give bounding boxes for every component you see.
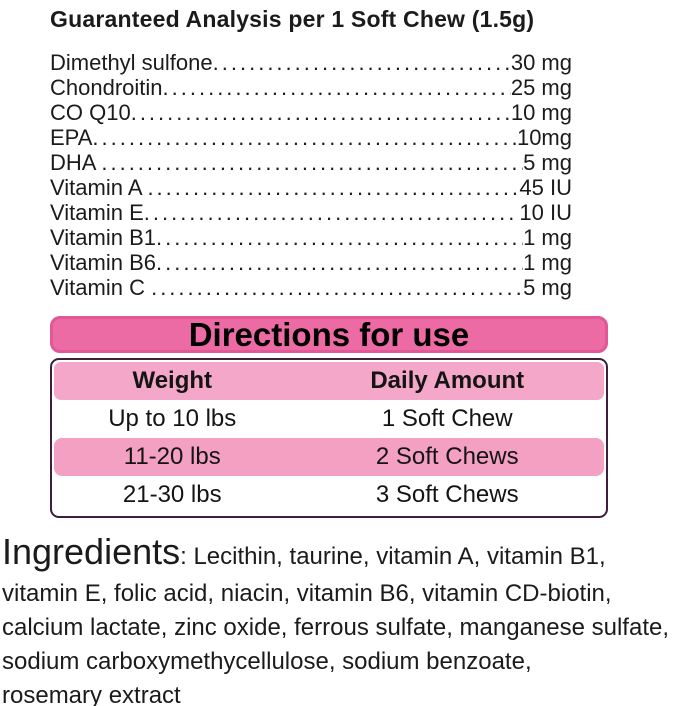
ingredients-heading: Ingredients	[2, 531, 181, 572]
daily-amount-cell: 1 Soft Chew	[381, 405, 513, 432]
nutrient-amount: 1 mg	[523, 250, 572, 275]
ingredients-line: Ingredients: Lecithin, taurine, vitamin …	[2, 532, 679, 577]
weight-column-header: Weight	[132, 367, 213, 394]
nutrient-name: Vitamin B6	[50, 250, 156, 275]
nutrient-row: CO Q10 10 mg	[50, 100, 572, 125]
dosing-table-header-row: Weight Daily Amount	[54, 362, 604, 400]
nutrient-name: Dimethyl sulfone	[50, 50, 213, 75]
ingredients-section: Ingredients: Lecithin, taurine, vitamin …	[2, 532, 679, 706]
dot-leader	[156, 250, 523, 275]
nutrient-row: Vitamin B6 1 mg	[50, 250, 572, 275]
nutrient-name: Chondroitin	[50, 75, 163, 100]
nutrient-amount: 45 IU	[519, 175, 572, 200]
dot-leader	[163, 75, 511, 100]
dot-leader	[213, 50, 511, 75]
nutrient-row: Dimethyl sulfone 30 mg	[50, 50, 572, 75]
nutrient-name: Vitamin C	[50, 275, 152, 300]
weight-cell: Up to 10 lbs	[108, 405, 237, 432]
guaranteed-analysis-section: Guaranteed Analysis per 1 Soft Chew (1.5…	[50, 6, 572, 300]
dot-leader	[156, 225, 523, 250]
ingredients-line: calcium lactate, zinc oxide, ferrous sul…	[2, 614, 670, 641]
nutrient-list: Dimethyl sulfone 30 mg Chondroitin 25 mg…	[50, 50, 572, 300]
daily-amount-column-header: Daily Amount	[370, 367, 525, 394]
nutrient-name: EPA	[50, 125, 93, 150]
nutrient-amount: 10 IU	[519, 200, 572, 225]
nutrient-amount: 25 mg	[510, 75, 572, 100]
nutrient-row: Vitamin A 45 IU	[50, 175, 572, 200]
dot-leader	[144, 200, 520, 225]
ingredients-text: : Lecithin, taurine, vitamin A, vitamin …	[180, 543, 606, 570]
nutrient-amount: 5 mg	[523, 150, 572, 175]
nutrient-row: Chondroitin 25 mg	[50, 75, 572, 100]
dot-leader	[147, 175, 519, 200]
table-row: Up to 10 lbs 1 Soft Chew	[54, 400, 604, 438]
nutrient-row: Vitamin E 10 IU	[50, 200, 572, 225]
dosing-table: Weight Daily Amount Up to 10 lbs 1 Soft …	[50, 358, 608, 518]
nutrient-row: Vitamin C 5 mg	[50, 275, 572, 300]
nutrient-amount: 10 mg	[510, 100, 572, 125]
weight-cell: 21-30 lbs	[122, 481, 222, 508]
ingredients-line: vitamin E, folic acid, niacin, vitamin B…	[2, 580, 612, 607]
ingredients-line: rosemary extract	[2, 682, 181, 706]
nutrient-name: CO Q10	[50, 100, 131, 125]
nutrient-amount: 10mg	[516, 125, 572, 150]
ingredients-line: sodium carboxymethycellulose, sodium ben…	[2, 648, 532, 675]
dot-leader	[101, 150, 523, 175]
daily-amount-cell: 3 Soft Chews	[375, 481, 519, 508]
nutrient-name: Vitamin E	[50, 200, 144, 225]
nutrient-amount: 5 mg	[523, 275, 572, 300]
table-row: 21-30 lbs 3 Soft Chews	[54, 476, 604, 514]
weight-cell: 11-20 lbs	[123, 443, 221, 470]
dot-leader	[92, 125, 517, 150]
guaranteed-analysis-title: Guaranteed Analysis per 1 Soft Chew (1.5…	[50, 6, 535, 32]
nutrient-row: EPA 10mg	[50, 125, 572, 150]
nutrient-amount: 1 mg	[523, 225, 572, 250]
daily-amount-cell: 2 Soft Chews	[375, 443, 519, 470]
nutrient-name: DHA	[50, 150, 102, 175]
nutrient-name: Vitamin B1	[50, 225, 156, 250]
table-row: 11-20 lbs 2 Soft Chews	[54, 438, 604, 476]
dot-leader	[131, 100, 511, 125]
dot-leader	[151, 275, 523, 300]
nutrient-name: Vitamin A	[50, 175, 148, 200]
nutrient-amount: 30 mg	[510, 50, 572, 75]
directions-banner: Directions for use	[50, 316, 608, 353]
nutrient-row: DHA 5 mg	[50, 150, 572, 175]
directions-banner-title: Directions for use	[188, 316, 470, 353]
nutrient-row: Vitamin B1 1 mg	[50, 225, 572, 250]
